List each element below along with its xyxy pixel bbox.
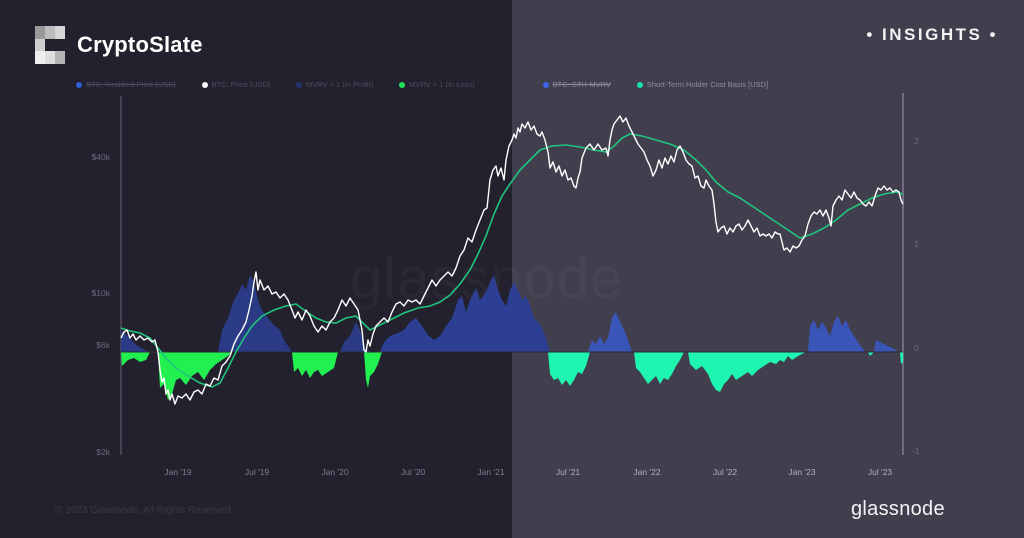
- y-right-tick: 2: [914, 136, 919, 146]
- copyright-text: © 2023 Glassnode. All Rights Reserved.: [55, 505, 234, 516]
- brand-name: CryptoSlate: [77, 32, 203, 57]
- left-panel-background: [0, 0, 512, 538]
- chart-legend: BTC: Realized Price [USD] BTC: Price [US…: [76, 80, 794, 89]
- legend-dot-icon: [76, 81, 82, 88]
- legend-dot-icon: [295, 81, 302, 88]
- insights-badge: • INSIGHTS •: [866, 25, 998, 44]
- x-tick: Jan '22: [633, 467, 661, 477]
- legend-item-mvrv-loss[interactable]: MVRV < 1 (In Loss): [399, 80, 475, 89]
- legend-dot-icon: [636, 81, 643, 88]
- legend-label: BTC: Realized Price [USD]: [86, 80, 176, 89]
- legend-item-sth-mvrv[interactable]: BTC: STH-MVRV: [542, 80, 611, 89]
- legend-dot-icon: [542, 81, 549, 88]
- x-tick: Jan '19: [164, 467, 192, 477]
- legend-label: Short-Term Holder Cost Basis [USD]: [646, 80, 769, 89]
- legend-item-btc-price[interactable]: BTC: Price [USD]: [201, 80, 270, 89]
- legend-item-sth-cost-basis[interactable]: Short-Term Holder Cost Basis [USD]: [636, 80, 769, 89]
- x-tick: Jul '20: [400, 467, 426, 477]
- btc-price-line: [120, 115, 904, 405]
- y-right-tick: 1: [914, 239, 919, 249]
- x-tick: Jul '23: [867, 467, 893, 477]
- legend-item-realized-price[interactable]: BTC: Realized Price [USD]: [76, 80, 176, 89]
- y-left-tick: $10k: [91, 288, 110, 298]
- y-left-tick: $2k: [96, 447, 110, 457]
- y-right-tick: -1: [912, 446, 920, 456]
- mvrv-profit-area: [121, 275, 898, 352]
- legend-dot-icon: [201, 81, 208, 88]
- x-tick: Jan '21: [477, 467, 505, 477]
- legend-item-mvrv-profit[interactable]: MVRV < 1 (In Profit): [295, 80, 374, 89]
- x-tick: Jan '20: [321, 467, 349, 477]
- x-tick: Jul '22: [712, 467, 738, 477]
- sth-cost-basis-line: [120, 133, 904, 388]
- x-tick: Jul '21: [555, 467, 581, 477]
- y-right-tick: 0: [914, 343, 919, 353]
- y-left-tick: $6k: [96, 340, 110, 350]
- glassnode-logo: glassnode: [851, 498, 945, 520]
- legend-label: BTC: Price [USD]: [211, 80, 270, 89]
- legend-label: MVRV < 1 (In Profit): [305, 80, 374, 89]
- y-left-tick: $40k: [91, 152, 110, 162]
- legend-label: BTC: STH-MVRV: [552, 80, 611, 89]
- right-panel-background: [512, 0, 1024, 538]
- x-tick: Jul '19: [244, 467, 270, 477]
- legend-dot-icon: [399, 81, 406, 88]
- mvrv-loss-area: [121, 352, 903, 400]
- cryptoslate-brand: CryptoSlate: [35, 26, 203, 64]
- legend-label: MVRV < 1 (In Loss): [409, 80, 475, 89]
- x-tick: Jan '23: [788, 467, 816, 477]
- cryptoslate-logo-icon: [35, 26, 65, 64]
